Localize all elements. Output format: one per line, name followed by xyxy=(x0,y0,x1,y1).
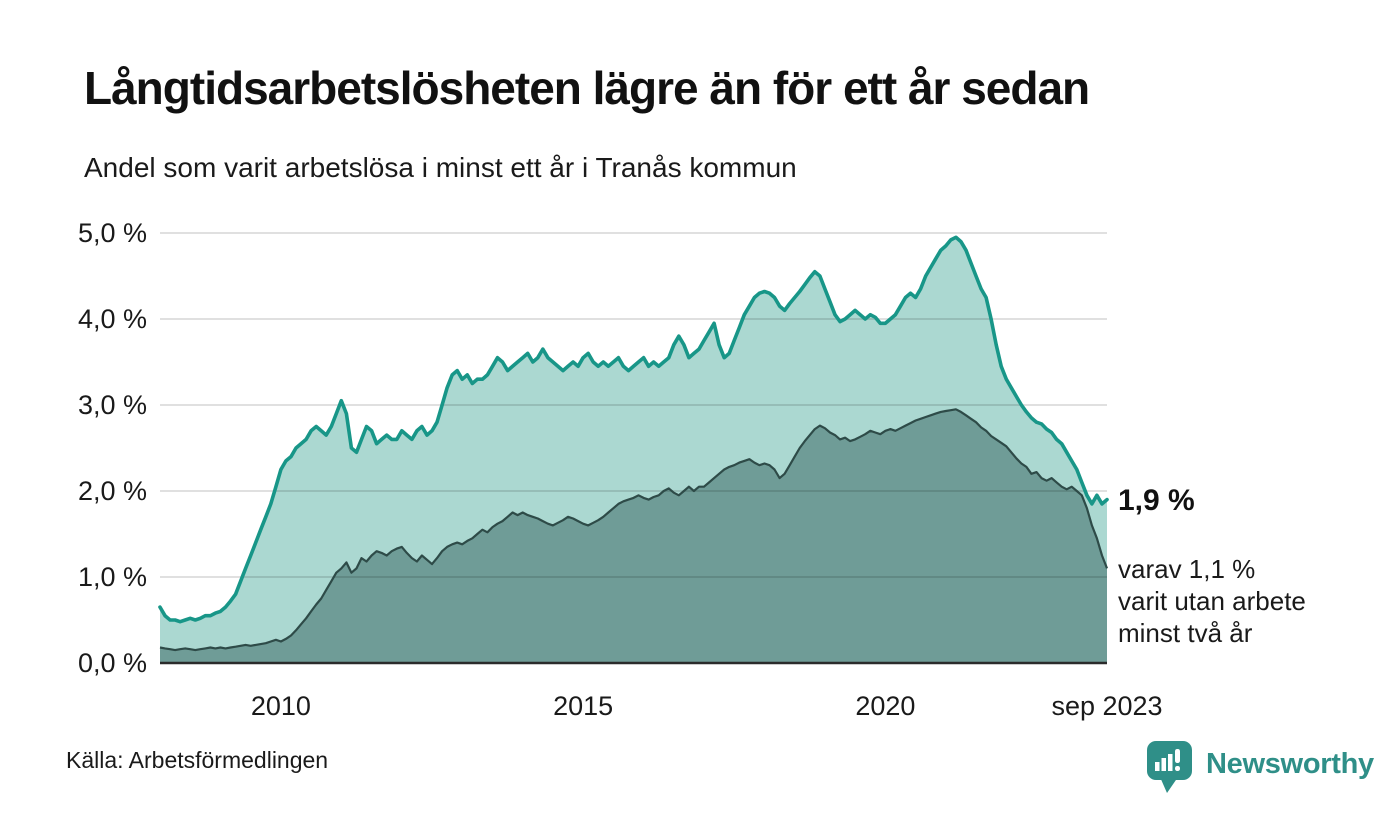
x-axis-label: sep 2023 xyxy=(1051,691,1163,721)
newsworthy-brand: Newsworthy xyxy=(1146,740,1374,794)
y-axis-label: 0,0 % xyxy=(77,648,147,678)
annotation-line: varav 1,1 % xyxy=(1118,554,1256,584)
newsworthy-wordmark: Newsworthy xyxy=(1206,748,1374,780)
annotation-line: varit utan arbete xyxy=(1118,586,1306,616)
y-axis-label: 4,0 % xyxy=(77,304,147,334)
x-axis-label: 2015 xyxy=(553,691,614,721)
end-value-label: 1,9 % xyxy=(1118,484,1195,517)
y-axis-label: 3,0 % xyxy=(77,390,147,420)
y-axis-label: 5,0 % xyxy=(77,218,147,248)
y-axis-label: 2,0 % xyxy=(77,476,147,506)
chart-subtitle: Andel som varit arbetslösa i minst ett å… xyxy=(84,152,797,183)
x-axis-label: 2010 xyxy=(250,691,311,721)
series-two-annotation: varav 1,1 % varit utan arbete minst två … xyxy=(1118,553,1306,649)
y-axis-label: 1,0 % xyxy=(77,562,147,592)
newsworthy-logo-icon xyxy=(1147,741,1192,793)
x-axis-label: 2020 xyxy=(855,691,916,721)
source-credit: Källa: Arbetsförmedlingen xyxy=(66,747,329,773)
annotation-line: minst två år xyxy=(1118,618,1253,648)
chart-title: Långtidsarbetslösheten lägre än för ett … xyxy=(84,62,1090,114)
